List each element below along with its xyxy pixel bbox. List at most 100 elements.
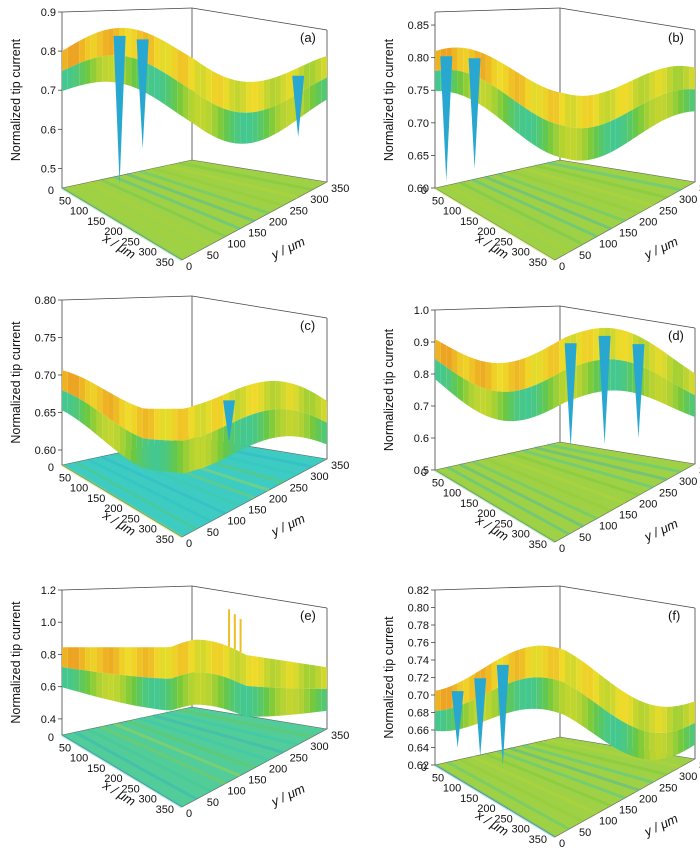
surface-segment <box>627 694 633 727</box>
surface-segment <box>200 63 207 100</box>
y-tick-label: 300 <box>310 741 328 753</box>
y-axis-label: y / μm <box>268 234 307 263</box>
surface-segment <box>531 384 537 418</box>
floor-stripe <box>434 468 556 544</box>
y-tick-label: 0 <box>186 808 192 820</box>
surface-segment <box>689 701 695 726</box>
surface-segment <box>661 349 667 380</box>
x-tick-label: 100 <box>70 483 88 495</box>
surface-segment <box>148 63 155 98</box>
surface-segment <box>632 726 639 758</box>
y-tick-label: 250 <box>290 205 308 217</box>
surface-panel-b: 0.60 0.65 0.70 0.75 0.80 0.85 Normalized tip c… <box>350 0 700 285</box>
surface-segment <box>234 111 241 144</box>
surface-segment <box>610 328 616 360</box>
surface-segment <box>666 379 673 408</box>
surface-segment <box>519 73 526 109</box>
top-right-edge <box>559 585 696 609</box>
surface-segment <box>67 647 74 669</box>
surface-segment <box>463 354 469 382</box>
surface-segment <box>593 701 599 738</box>
top-right-edge <box>559 305 696 329</box>
surface-segment <box>90 57 97 84</box>
surface-segment <box>125 28 132 58</box>
surface-segment <box>85 647 91 672</box>
surface-segment <box>286 661 293 689</box>
surface-segment <box>621 720 628 754</box>
surface-panel-e: 0.4 0.6 0.8 1.0 1.2 Normalized tip current 0 50… <box>0 571 350 856</box>
surface-segment <box>548 120 554 156</box>
surface-segment <box>315 417 322 443</box>
surface-segment <box>142 677 149 708</box>
floor-stripe <box>471 755 598 815</box>
floor-stripe <box>522 166 654 207</box>
y-tick-label: 300 <box>310 194 328 206</box>
surface-segment <box>177 408 183 441</box>
y-axis-label: y / μm <box>641 811 680 840</box>
surface-segment <box>148 647 155 678</box>
surface-segment <box>678 704 684 730</box>
surface-segment <box>485 690 492 721</box>
surface-segment <box>309 688 316 713</box>
surface-segment <box>683 725 690 752</box>
y-axis-label: y / μm <box>268 511 307 540</box>
surface-segment <box>553 679 560 714</box>
surface-segment <box>223 676 230 711</box>
x-tick-label: 200 <box>104 226 122 238</box>
surface-segment <box>553 340 560 377</box>
surface-segment <box>154 439 160 472</box>
floor-stripe <box>165 164 299 200</box>
z-axis-label: Normalized tip current <box>9 601 23 724</box>
surface-segment <box>463 677 469 705</box>
y-tick-label: 250 <box>659 205 677 217</box>
surface-segment <box>638 700 645 731</box>
surface-segment <box>570 653 577 690</box>
surface-segment <box>649 732 656 760</box>
y-tick-label: 200 <box>639 216 657 228</box>
z-tick-label: 0.9 <box>41 7 56 19</box>
surface-segment <box>246 685 253 717</box>
floor-stripe <box>74 730 198 801</box>
surface-segment <box>223 108 230 143</box>
surface-segment <box>525 677 532 710</box>
surface-segment <box>536 350 543 385</box>
surface-segment <box>108 55 114 83</box>
surface-segment <box>131 28 137 60</box>
floor-stripe <box>471 460 598 520</box>
surface-segment <box>62 47 68 72</box>
floor-stripe <box>496 172 626 223</box>
surface-segment <box>587 328 594 363</box>
surface-segment <box>514 649 520 682</box>
surface-segment <box>165 42 172 78</box>
floor-stripe <box>100 455 227 515</box>
surface-segment <box>542 86 549 121</box>
z-tick-label: 0.70 <box>35 370 56 382</box>
surface-segment <box>581 693 588 730</box>
z-tick-label: 0.78 <box>408 620 429 632</box>
surface-segment <box>303 663 310 689</box>
x-tick-label: 200 <box>104 503 122 515</box>
surface-segment <box>627 361 633 393</box>
surface-segment <box>531 352 537 387</box>
surface-segment <box>257 411 264 443</box>
surface-segment <box>67 392 74 418</box>
surface-segment <box>598 92 605 126</box>
surface-segment <box>610 713 616 749</box>
surface-segment <box>229 110 235 144</box>
surface-segment <box>683 65 690 90</box>
surface-segment <box>321 55 327 81</box>
surface-segment <box>286 382 293 410</box>
floor-stripe <box>522 743 654 784</box>
surface-segment <box>321 666 327 689</box>
surface-segment <box>211 641 218 675</box>
x-tick-label: 50 <box>59 472 71 484</box>
surface-segment <box>234 419 241 454</box>
surface-segment <box>298 688 304 715</box>
surface-segment <box>576 331 582 366</box>
surface-segment <box>689 392 695 418</box>
y-tick-label: 150 <box>619 510 637 522</box>
z-tick-label: 0.68 <box>408 708 429 720</box>
surface-segment <box>446 685 452 710</box>
y-tick-label: 0 <box>559 261 565 273</box>
surface-segment <box>649 342 656 374</box>
